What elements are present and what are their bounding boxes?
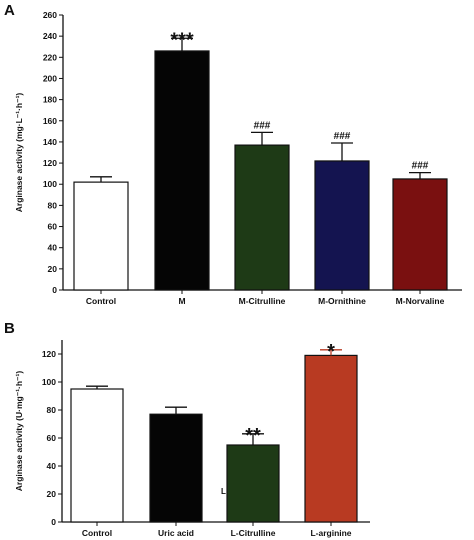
- y-tick-label: 20: [47, 489, 57, 499]
- x-tick-label: L-Citrulline: [231, 528, 276, 538]
- y-tick-label: 40: [47, 461, 57, 471]
- panel-label-a: A: [4, 2, 15, 19]
- y-tick-label: 80: [47, 405, 57, 415]
- y-tick-label: 120: [42, 349, 56, 359]
- y-tick-label: 80: [48, 200, 58, 210]
- y-tick-label: 100: [43, 179, 57, 189]
- y-tick-label: 100: [42, 377, 56, 387]
- bar-control: [70, 388, 124, 523]
- y-tick-label: 220: [43, 52, 57, 62]
- x-tick-label: M-Ornithine: [318, 296, 366, 306]
- bar-control: [73, 181, 129, 291]
- significance-annotation: *: [327, 341, 335, 363]
- bar-l-citrulline: [226, 444, 280, 523]
- significance-annotation: ###: [412, 161, 429, 172]
- x-tick-label: Control: [82, 528, 112, 538]
- bar-m-norvaline: [392, 178, 448, 291]
- bar-m-ornithine: [314, 160, 370, 291]
- x-tick-label: M-Norvaline: [396, 296, 445, 306]
- y-tick-label: 140: [43, 137, 57, 147]
- y-tick-label: 260: [43, 10, 57, 20]
- y-tick-label: 0: [52, 285, 57, 295]
- chart-b: 0 20 40 60 80 100 120 Arginase activity (U·mg⁻¹…: [14, 340, 370, 538]
- y-tick-label: 0: [51, 517, 56, 527]
- y-tick-label: 40: [48, 243, 58, 253]
- bar-m-citrulline: [234, 144, 290, 291]
- x-tick-label: Uric acid: [158, 528, 194, 538]
- significance-annotation: ***: [170, 29, 194, 51]
- y-tick-label: 20: [48, 264, 58, 274]
- y-axis-label: Arginase activity (mg·L⁻¹·h⁻¹): [14, 93, 24, 213]
- y-tick-label: 200: [43, 73, 57, 83]
- x-tick-label: Control: [86, 296, 116, 306]
- y-tick-label: 120: [43, 158, 57, 168]
- y-axis-label: Arginase activity (U·mg⁻¹·h⁻¹): [14, 371, 24, 492]
- significance-annotation: **: [245, 425, 261, 447]
- stray-text: L: [221, 487, 226, 496]
- chart-a: 0 20 40 60 80 100 120 140 160 180 200 220 240 260 Argi…: [14, 10, 462, 306]
- bar-m: [154, 50, 210, 291]
- bar-l-arginine: [304, 354, 358, 523]
- x-tick-label: M: [178, 296, 185, 306]
- panel-label-b: B: [4, 320, 15, 337]
- significance-annotation: ###: [334, 131, 351, 142]
- x-tick-label: M-Citrulline: [239, 296, 286, 306]
- y-tick-label: 60: [48, 222, 58, 232]
- bar-uric-acid: [149, 413, 203, 523]
- y-tick-label: 60: [47, 433, 57, 443]
- significance-annotation: ###: [254, 120, 271, 131]
- y-tick-label: 180: [43, 95, 57, 105]
- x-tick-label: L-arginine: [310, 528, 351, 538]
- y-tick-label: 240: [43, 31, 57, 41]
- y-tick-label: 160: [43, 116, 57, 126]
